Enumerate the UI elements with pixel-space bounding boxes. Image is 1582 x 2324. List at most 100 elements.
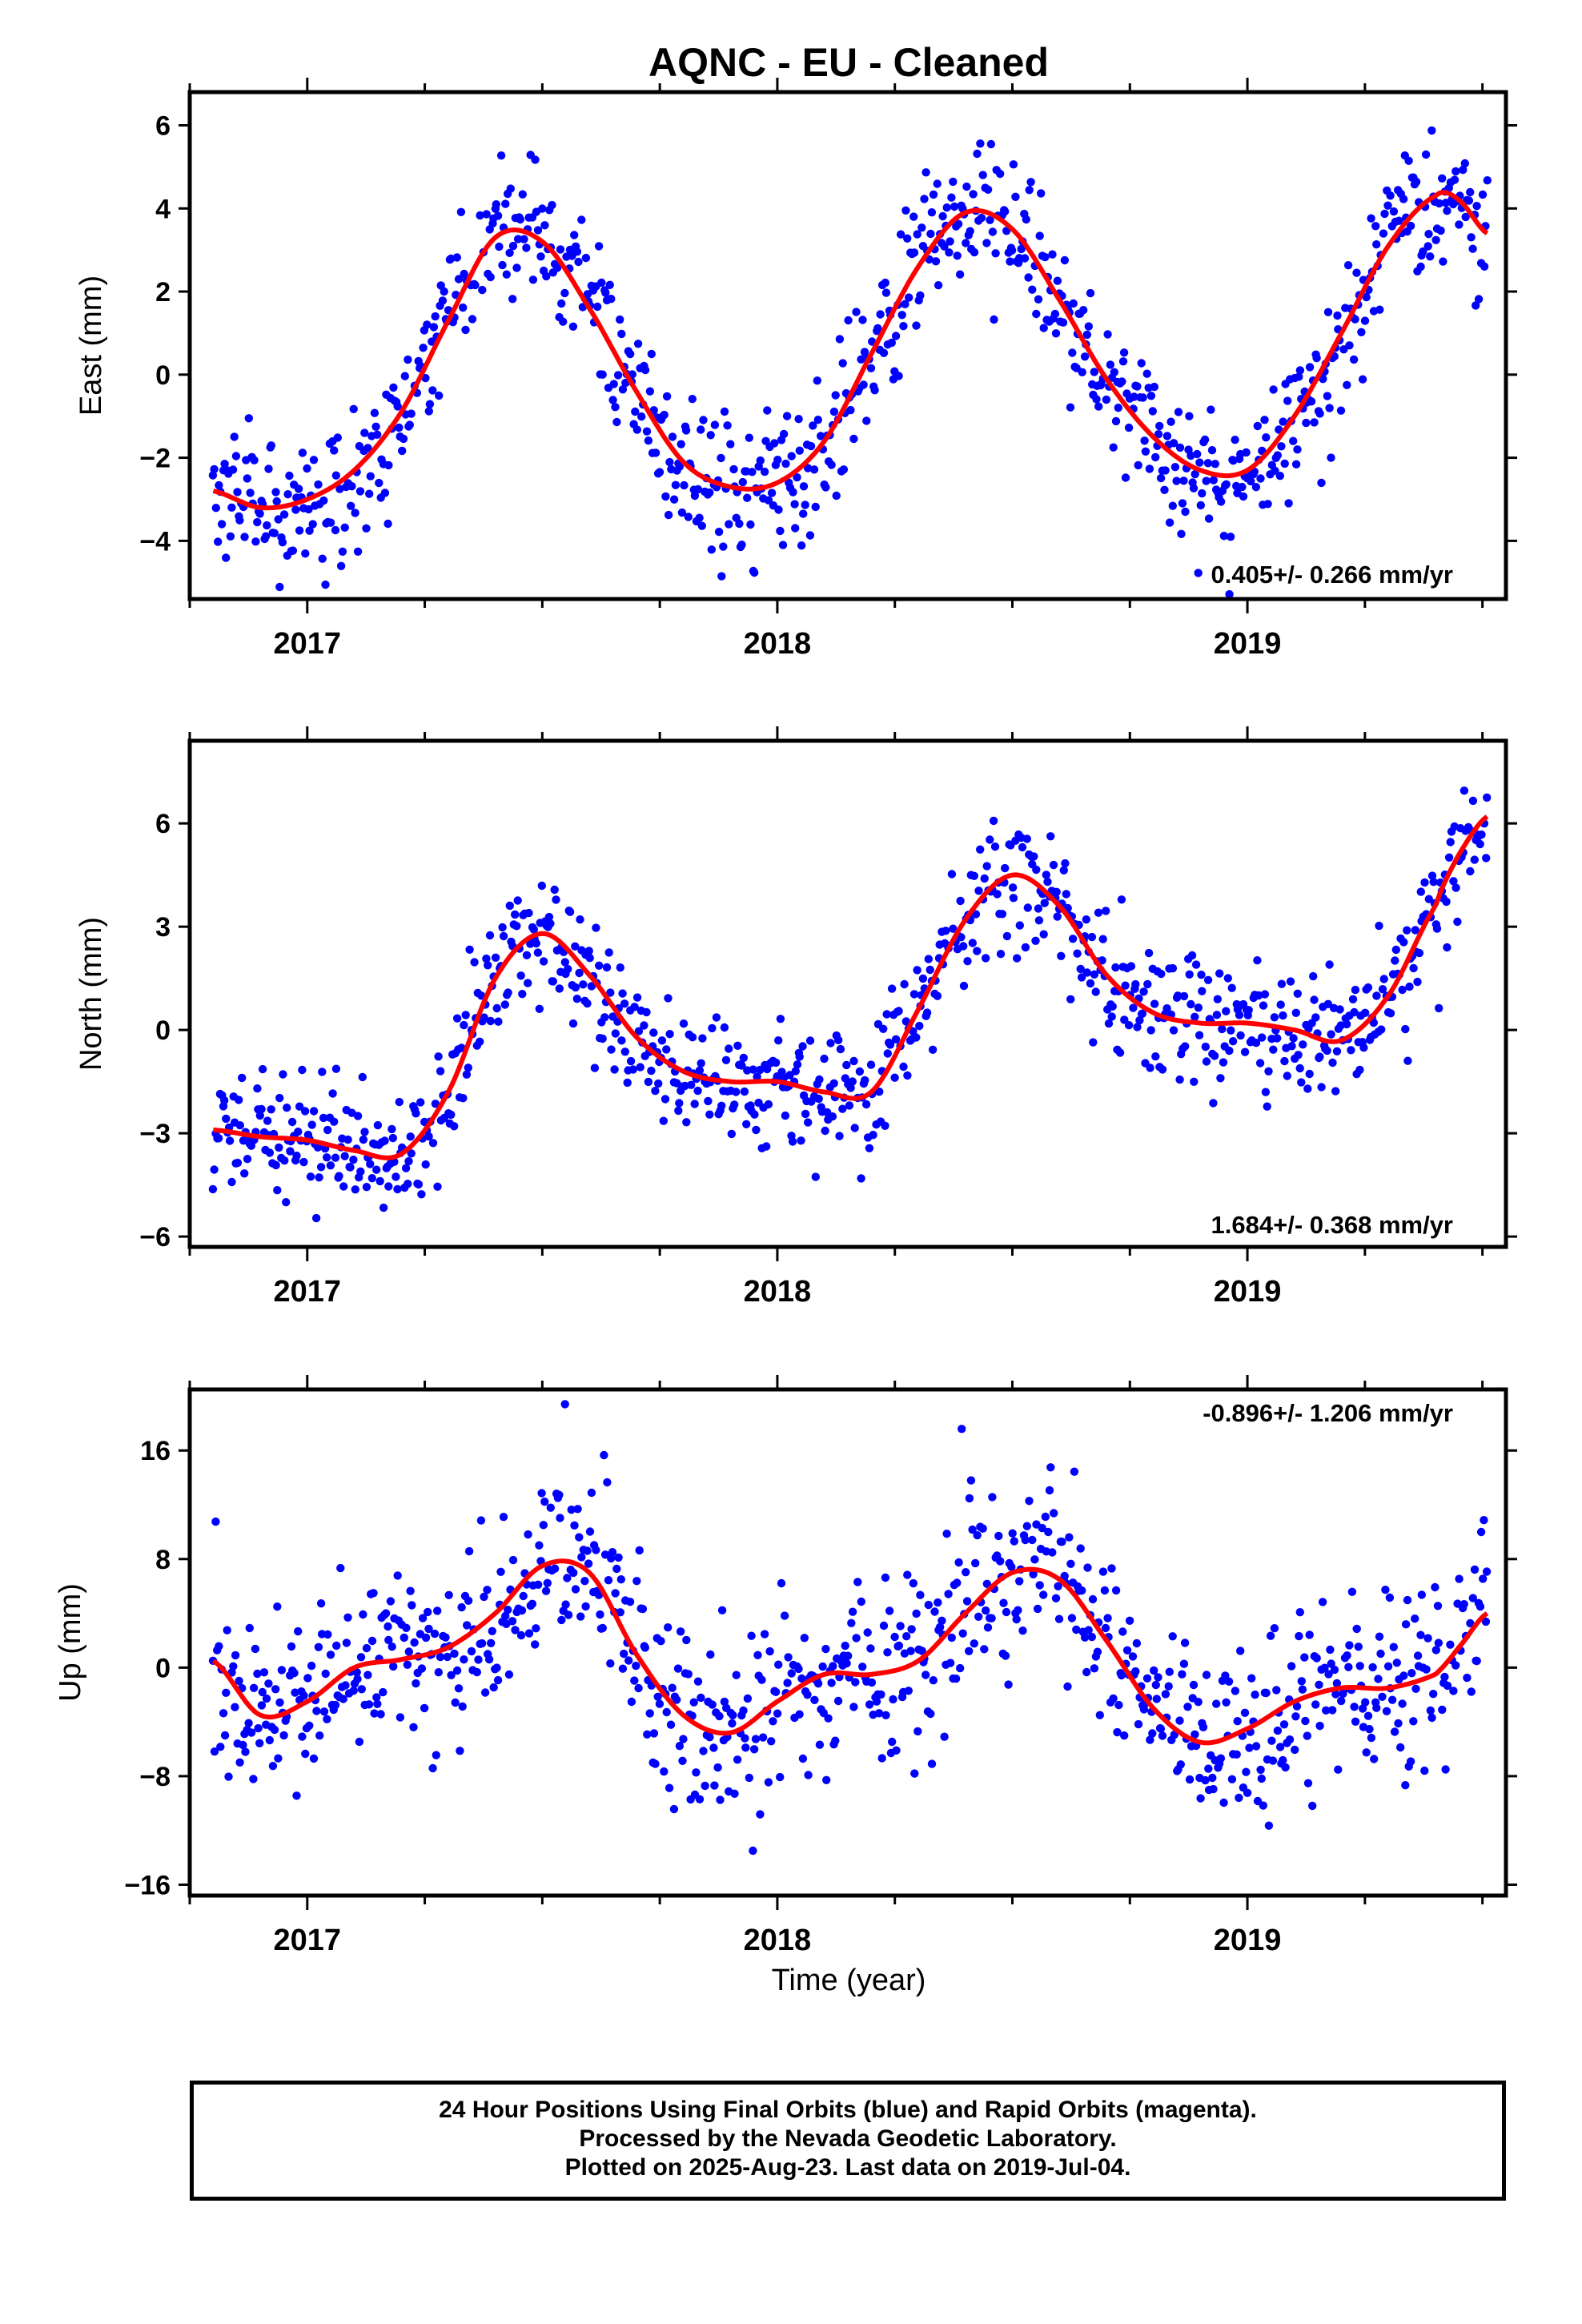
data-point <box>532 1624 540 1633</box>
data-point <box>1039 324 1048 332</box>
data-point <box>1367 214 1375 223</box>
data-point <box>577 215 586 224</box>
data-point <box>1362 1748 1371 1757</box>
data-point <box>1377 1025 1386 1034</box>
data-point <box>1467 1687 1476 1696</box>
data-point <box>958 1425 966 1433</box>
data-point <box>1355 1662 1364 1671</box>
data-point <box>951 1675 961 1683</box>
data-point <box>1481 1617 1491 1626</box>
data-point <box>935 1622 945 1632</box>
y-tick-label: 3 <box>155 912 171 943</box>
data-point <box>1343 261 1353 270</box>
data-point <box>762 1142 771 1151</box>
data-point <box>524 908 533 918</box>
data-point <box>1361 1698 1370 1707</box>
data-point <box>697 425 705 434</box>
data-point <box>764 1100 773 1109</box>
data-point <box>259 1668 269 1677</box>
data-point <box>1359 1043 1368 1052</box>
data-point <box>1114 1700 1123 1710</box>
data-point <box>752 1125 761 1135</box>
data-point <box>575 1533 584 1542</box>
data-point <box>1251 1039 1261 1047</box>
data-point <box>1043 877 1052 887</box>
data-point <box>968 939 978 947</box>
data-point <box>220 460 229 468</box>
data-point <box>1294 1051 1303 1059</box>
data-point <box>548 200 556 210</box>
data-point <box>1333 311 1342 320</box>
data-point <box>675 462 684 471</box>
data-point <box>271 1685 280 1694</box>
data-point <box>677 508 687 517</box>
data-point <box>1033 1604 1042 1614</box>
data-point <box>649 1028 658 1037</box>
data-point <box>1285 1735 1295 1744</box>
data-point <box>1315 409 1324 418</box>
data-point <box>506 184 515 193</box>
data-point <box>404 1647 413 1656</box>
data-point <box>1466 187 1475 197</box>
data-point <box>1054 1582 1062 1591</box>
data-point <box>384 1635 393 1645</box>
data-point <box>1416 887 1426 896</box>
data-point <box>1317 1083 1326 1092</box>
data-point <box>404 355 412 364</box>
data-point <box>1102 395 1111 404</box>
data-point <box>1118 357 1128 366</box>
data-point <box>815 1740 825 1749</box>
data-point <box>273 1602 282 1611</box>
data-point <box>407 409 416 418</box>
data-points <box>208 786 1492 1223</box>
data-point <box>349 1156 358 1164</box>
data-point <box>1134 460 1142 470</box>
data-point <box>848 1607 857 1616</box>
data-point <box>845 1101 854 1110</box>
data-point <box>1247 1674 1256 1683</box>
data-point <box>1179 991 1189 1001</box>
data-point <box>433 1606 442 1615</box>
data-point <box>1299 1040 1307 1049</box>
data-point <box>970 247 979 257</box>
data-point <box>1449 1687 1458 1695</box>
data-point <box>1438 174 1447 183</box>
data-point <box>838 359 847 368</box>
data-point <box>743 1694 753 1703</box>
data-point <box>773 456 782 464</box>
data-point <box>1121 473 1130 482</box>
data-point <box>1219 532 1229 541</box>
data-point <box>855 1067 865 1076</box>
data-point <box>512 263 521 272</box>
data-point <box>1235 1793 1243 1803</box>
data-point <box>467 1647 476 1656</box>
data-point <box>1258 1033 1267 1042</box>
data-point <box>1257 1774 1267 1783</box>
data-point <box>890 1632 899 1642</box>
data-point <box>351 509 359 517</box>
data-point <box>626 349 635 359</box>
data-point <box>560 288 569 298</box>
data-point <box>608 1548 617 1557</box>
data-point <box>1174 408 1183 416</box>
data-point <box>644 1077 653 1087</box>
data-point <box>1460 1600 1468 1609</box>
data-point <box>1131 979 1140 989</box>
data-point <box>600 1013 609 1022</box>
data-point <box>1429 878 1438 887</box>
data-point <box>1119 348 1129 357</box>
caption-box: 24 Hour Positions Using Final Orbits (bl… <box>190 2081 1506 2201</box>
data-point <box>616 1608 624 1617</box>
data-point <box>1002 1607 1011 1617</box>
data-point <box>1113 1727 1122 1737</box>
data-point <box>539 957 548 966</box>
data-point <box>1155 421 1164 431</box>
data-point <box>1308 1801 1317 1811</box>
data-point <box>283 1104 291 1112</box>
data-point <box>901 300 909 308</box>
data-point <box>1022 1522 1032 1530</box>
data-point <box>785 1071 794 1080</box>
data-point <box>347 501 355 510</box>
data-point <box>727 1129 736 1139</box>
data-point <box>561 1600 570 1609</box>
